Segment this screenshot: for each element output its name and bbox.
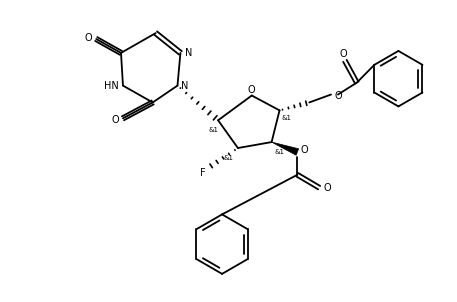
Text: &1: &1 [223,155,233,161]
Text: O: O [339,49,347,59]
Text: &1: &1 [275,149,285,155]
Text: O: O [85,33,92,43]
Text: O: O [334,91,342,101]
Text: O: O [301,145,308,155]
Polygon shape [271,142,298,155]
Text: O: O [323,183,331,193]
Text: &1: &1 [282,115,292,121]
Text: O: O [248,85,255,95]
Text: HN: HN [104,81,118,91]
Text: N: N [181,81,188,91]
Text: &1: &1 [208,127,218,133]
Text: O: O [111,115,119,125]
Text: F: F [201,168,206,178]
Text: N: N [185,48,192,58]
